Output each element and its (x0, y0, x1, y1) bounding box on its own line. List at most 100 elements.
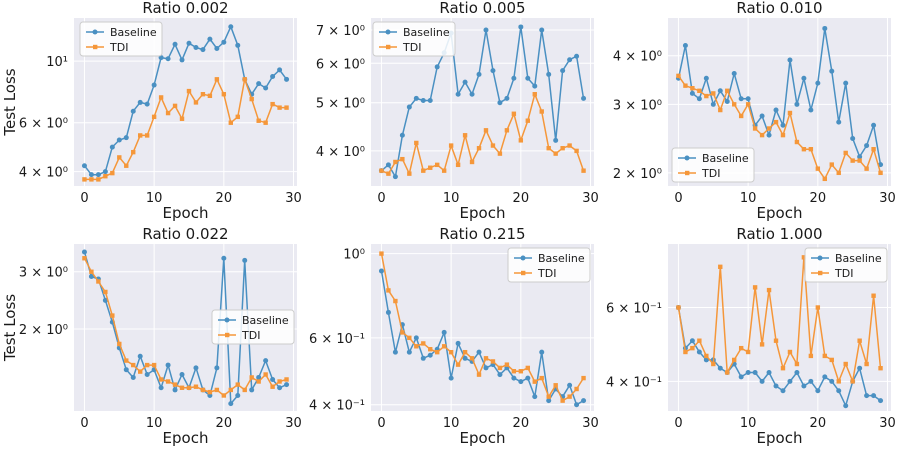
data-point-baseline (399, 132, 405, 138)
data-point-tdi (277, 379, 282, 384)
data-point-tdi (165, 110, 171, 116)
data-point-tdi (284, 105, 289, 110)
legend-marker-baseline (520, 255, 526, 261)
data-point-tdi (483, 356, 489, 361)
legend: Baseline TDI (804, 247, 888, 283)
data-point-baseline (808, 107, 814, 113)
data-point-tdi (829, 162, 834, 167)
data-point-baseline (214, 46, 220, 52)
data-point-tdi (567, 394, 572, 399)
legend-label-tdi: TDI (109, 41, 128, 54)
data-point-baseline (703, 357, 709, 363)
legend-marker-baseline (817, 255, 823, 261)
data-point-baseline (511, 375, 517, 381)
data-point-tdi (773, 119, 779, 125)
y-tick-label: 4 × 10⁰ (19, 166, 68, 181)
data-point-tdi (172, 382, 178, 387)
y-tick-label: 3 × 10⁰ (19, 266, 68, 281)
legend-label-baseline: Baseline (242, 314, 289, 327)
data-point-baseline (759, 113, 765, 119)
data-point-baseline (511, 75, 517, 81)
data-point-tdi (110, 170, 115, 176)
x-tick-label: 20 (513, 191, 530, 206)
data-point-baseline (441, 329, 447, 335)
data-point-tdi (850, 379, 855, 384)
data-point-baseline (553, 137, 559, 143)
data-point-tdi (871, 147, 876, 152)
data-point-baseline (518, 24, 524, 30)
data-point-tdi (690, 86, 695, 91)
data-point-baseline (850, 136, 856, 142)
legend-marker-tdi (386, 44, 391, 50)
data-point-tdi (193, 100, 199, 105)
data-point-tdi (82, 256, 87, 261)
data-point-baseline (567, 57, 573, 63)
data-point-baseline (822, 25, 828, 31)
data-point-baseline (427, 352, 433, 358)
legend-label-tdi: TDI (834, 267, 853, 280)
y-tick-label: 4 × 10⁻¹ (606, 375, 662, 390)
data-point-tdi (386, 288, 391, 293)
data-point-tdi (393, 298, 398, 304)
x-tick-label: 20 (810, 191, 827, 206)
legend-label-tdi: TDI (537, 267, 556, 280)
data-point-tdi (158, 377, 164, 382)
data-point-tdi (263, 120, 268, 125)
data-point-tdi (738, 345, 744, 351)
data-point-baseline (392, 174, 398, 180)
data-point-baseline (88, 172, 94, 178)
x-tick-label: 10 (740, 416, 757, 431)
data-point-baseline (738, 374, 744, 380)
data-point-baseline (483, 27, 489, 33)
subplot-6: 0 10 20 30 4 × 10⁻¹ 6 × 10⁻¹ Ratio 1.000 Epoch B… (606, 225, 896, 447)
data-point-baseline (525, 375, 531, 381)
data-point-tdi (850, 158, 855, 163)
data-point-tdi (235, 382, 240, 387)
data-point-tdi (421, 341, 426, 346)
data-point-tdi (697, 88, 702, 93)
data-point-baseline (717, 365, 723, 371)
data-point-baseline (102, 169, 108, 175)
subplot-title: Ratio 0.002 (142, 0, 228, 17)
y-axis-label: Test Loss (1, 68, 19, 136)
data-point-baseline (186, 40, 192, 46)
data-point-baseline (455, 91, 461, 97)
series-line-tdi (84, 78, 287, 181)
data-point-tdi (221, 92, 227, 97)
data-point-tdi (711, 91, 716, 96)
data-point-tdi (462, 349, 468, 355)
data-point-tdi (138, 133, 143, 138)
data-point-baseline (270, 74, 276, 80)
data-point-baseline (794, 101, 800, 107)
data-point-tdi (235, 114, 240, 120)
data-point-baseline (123, 135, 129, 141)
data-point-tdi (186, 88, 192, 94)
data-point-tdi (697, 338, 702, 343)
data-point-baseline (724, 99, 730, 105)
data-point-tdi (421, 168, 426, 173)
data-point-tdi (725, 88, 730, 93)
data-point-baseline (794, 369, 800, 375)
data-point-baseline (878, 398, 884, 404)
data-point-baseline (413, 95, 419, 101)
data-point-baseline (420, 355, 426, 361)
data-point-tdi (151, 114, 157, 120)
x-tick-label: 0 (377, 416, 385, 431)
x-tick-label: 30 (285, 416, 302, 431)
x-tick-label: 0 (377, 191, 385, 206)
data-point-baseline (710, 101, 716, 107)
legend-marker-tdi (818, 270, 823, 276)
data-point-tdi (857, 158, 862, 163)
x-tick-label: 10 (740, 191, 757, 206)
data-point-baseline (717, 88, 723, 94)
legend: Baseline TDI (372, 21, 456, 57)
data-point-baseline (95, 172, 101, 178)
data-point-tdi (787, 110, 793, 116)
data-point-baseline (483, 365, 489, 371)
data-point-baseline (773, 107, 779, 113)
data-point-baseline (469, 91, 475, 97)
data-point-baseline (843, 403, 849, 409)
data-point-baseline (787, 378, 793, 384)
data-point-tdi (379, 168, 384, 173)
data-point-tdi (738, 113, 744, 119)
